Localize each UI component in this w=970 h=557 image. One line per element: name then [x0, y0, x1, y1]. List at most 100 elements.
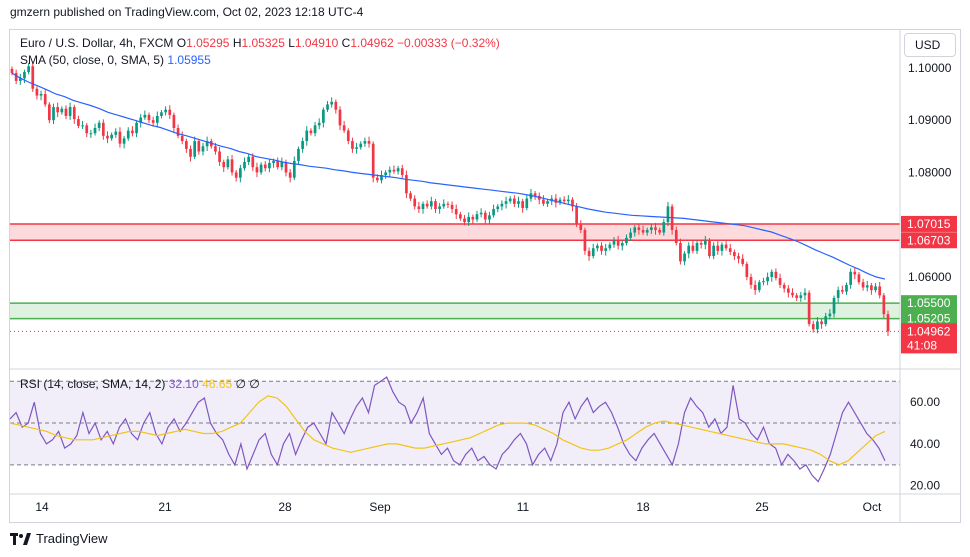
rsi-legend: RSI (14, close, SMA, 14, 2) 32.10 46.65 …	[20, 377, 260, 391]
candle-body	[155, 115, 159, 123]
candle-body	[305, 130, 309, 142]
candle-body	[753, 284, 757, 291]
candle-body	[849, 271, 852, 285]
candle-body	[64, 108, 68, 116]
candle-body	[878, 286, 882, 296]
candle-body	[861, 282, 865, 288]
candle-body	[276, 160, 280, 168]
candle-body	[346, 130, 350, 142]
candle-body	[218, 151, 221, 162]
tradingview-logo-text: TradingView	[36, 531, 108, 546]
candle-body	[778, 278, 782, 285]
time-tick-label: 11	[517, 500, 530, 514]
candle-body	[143, 114, 147, 118]
candle-body	[81, 125, 84, 127]
candle-body	[542, 199, 545, 204]
resistance-top-label-box	[901, 215, 957, 232]
candle-body	[263, 164, 267, 169]
candle-body	[14, 73, 18, 81]
candle-body	[824, 316, 828, 325]
candle-body	[562, 199, 566, 202]
candle-body	[521, 201, 525, 208]
rsi-tick-label: 60.00	[910, 395, 940, 409]
tradingview-logo[interactable]: TradingView	[10, 531, 108, 546]
candle-body	[23, 72, 26, 79]
candle-body	[741, 258, 745, 264]
candle-body	[367, 141, 371, 144]
candle-body	[504, 201, 508, 204]
candle-body	[230, 159, 234, 173]
candle-body	[733, 251, 736, 257]
candle-body	[97, 122, 101, 128]
candle-body	[405, 175, 408, 194]
candle-body	[322, 109, 325, 123]
candle-body	[180, 135, 184, 142]
candle-body	[201, 146, 205, 152]
candle-body	[745, 263, 749, 278]
candle-body	[479, 212, 483, 215]
candle-body	[454, 209, 458, 215]
candle-body	[197, 141, 201, 152]
candle-body	[475, 214, 479, 220]
sma-value: 1.05955	[167, 53, 211, 67]
candle-body	[500, 203, 504, 207]
open-label: O	[176, 36, 187, 50]
candle-body	[122, 138, 126, 144]
candle-body	[596, 245, 599, 249]
support-top-label: 1.05500	[907, 296, 951, 310]
tradingview-logo-icon	[10, 532, 31, 545]
candle-body	[56, 107, 60, 113]
candle-body	[546, 201, 549, 204]
currency-button[interactable]: USD	[904, 33, 956, 57]
candle-body	[396, 168, 400, 172]
last-price-label: 1.04962	[907, 324, 951, 338]
candle-body	[658, 229, 662, 233]
candle-body	[807, 292, 811, 325]
candle-body	[189, 148, 192, 157]
candle-body	[492, 209, 495, 216]
candle-body	[762, 281, 765, 283]
candle-body	[371, 143, 375, 178]
candle-body	[359, 143, 363, 148]
candle-body	[650, 227, 653, 230]
candle-body	[836, 290, 840, 298]
candle-body	[301, 141, 304, 149]
candle-body	[380, 175, 383, 181]
rsi-tick-label: 40.00	[910, 437, 940, 451]
candle-body	[272, 160, 275, 164]
candle-body	[712, 245, 715, 257]
candle-body	[828, 313, 832, 317]
candle-body	[483, 212, 487, 220]
resistance-bottom-label: 1.06703	[907, 233, 951, 247]
candle-body	[251, 156, 255, 168]
candle-body	[600, 245, 603, 251]
candle-body	[255, 167, 259, 173]
candle-body	[795, 295, 799, 298]
candle-body	[587, 250, 591, 257]
candle-body	[583, 229, 587, 251]
main-legend: Euro / U.S. Dollar, 4h, FXCM O1.05295 H1…	[20, 36, 500, 50]
candle-body	[126, 130, 130, 139]
time-tick-label: Oct	[863, 500, 882, 514]
candle-body	[674, 229, 678, 244]
candle-body	[164, 109, 167, 113]
publish-info: gmzern published on TradingView.com, Oct…	[10, 5, 364, 19]
candle-body	[243, 161, 246, 169]
candle-body	[662, 222, 666, 233]
candle-body	[72, 107, 76, 120]
candle-body	[488, 215, 491, 220]
candle-body	[326, 104, 329, 110]
time-tick-label: 18	[636, 500, 650, 514]
candle-body	[787, 288, 790, 293]
candle-body	[10, 68, 14, 74]
candle-body	[205, 141, 209, 147]
rsi-line	[9, 376, 886, 483]
candle-body	[757, 282, 761, 291]
candle-body	[749, 277, 753, 285]
candle-body	[168, 109, 172, 115]
candle-body	[579, 224, 583, 230]
candle-body	[375, 177, 379, 181]
rsi-tick-label: 20.00	[910, 479, 940, 493]
time-tick-label: Sep	[369, 500, 391, 514]
